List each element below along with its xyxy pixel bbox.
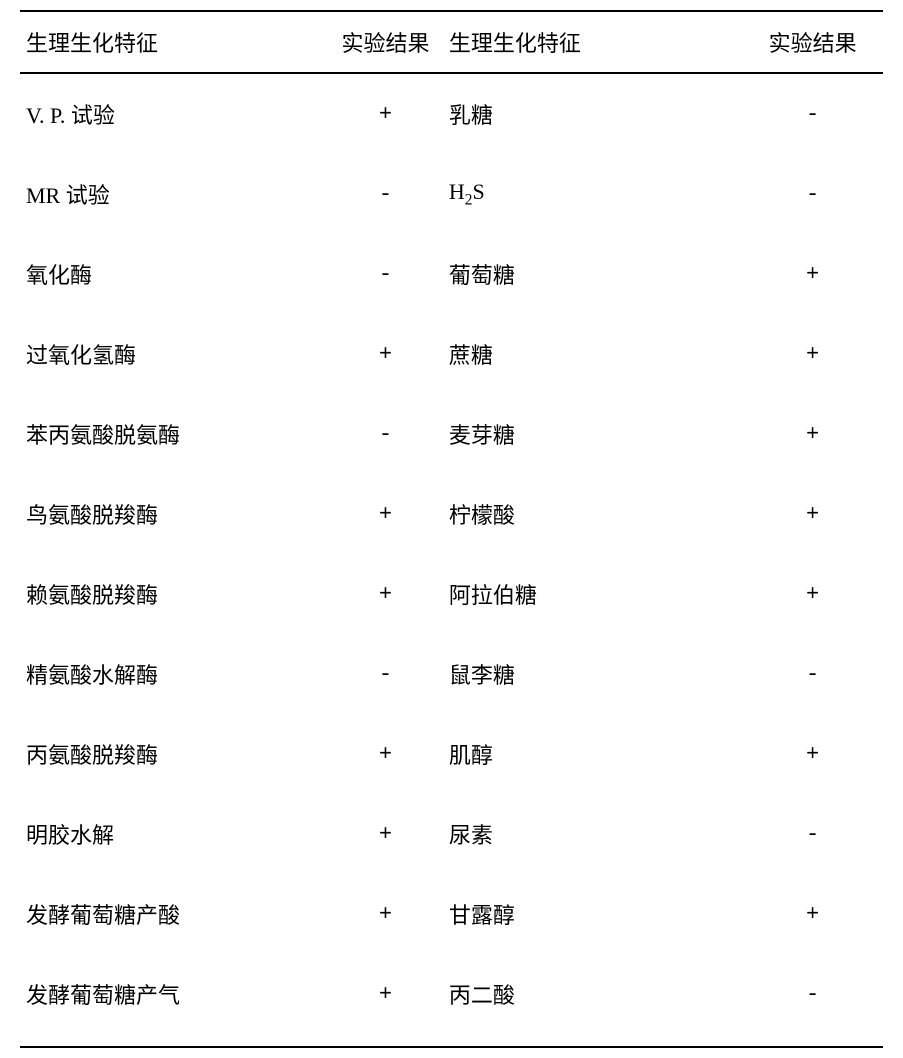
header-result-b: 实验结果 (736, 11, 883, 73)
table-row: 精氨酸水解酶-鼠李糖- (20, 634, 883, 714)
result-b-cell: + (736, 714, 883, 794)
header-feature-b: 生理生化特征 (443, 11, 736, 73)
table-row: 氧化酶-葡萄糖+ (20, 234, 883, 314)
feature-a-cell: 苯丙氨酸脱氨酶 (20, 394, 322, 474)
feature-b-cell: 柠檬酸 (443, 474, 736, 554)
result-a-cell: - (322, 154, 443, 234)
result-b-cell: + (736, 314, 883, 394)
feature-a-cell: 精氨酸水解酶 (20, 634, 322, 714)
table-row: 发酵葡萄糖产气+丙二酸- (20, 954, 883, 1047)
feature-b-cell: 甘露醇 (443, 874, 736, 954)
result-a-cell: - (322, 394, 443, 474)
result-b-cell: + (736, 474, 883, 554)
table-row: 发酵葡萄糖产酸+甘露醇+ (20, 874, 883, 954)
table-header-row: 生理生化特征 实验结果 生理生化特征 实验结果 (20, 11, 883, 73)
result-b-cell: - (736, 634, 883, 714)
feature-b-cell: 丙二酸 (443, 954, 736, 1047)
result-b-cell: + (736, 554, 883, 634)
result-b-cell: - (736, 154, 883, 234)
result-a-cell: + (322, 794, 443, 874)
feature-b-cell: 乳糖 (443, 73, 736, 154)
table-row: 丙氨酸脱羧酶+肌醇+ (20, 714, 883, 794)
feature-a-cell: 鸟氨酸脱羧酶 (20, 474, 322, 554)
table-row: V. P. 试验+乳糖- (20, 73, 883, 154)
feature-b-cell: 尿素 (443, 794, 736, 874)
feature-b-cell: 鼠李糖 (443, 634, 736, 714)
result-a-cell: + (322, 314, 443, 394)
feature-a-cell: 氧化酶 (20, 234, 322, 314)
feature-a-cell: 赖氨酸脱羧酶 (20, 554, 322, 634)
result-b-cell: + (736, 394, 883, 474)
result-a-cell: + (322, 954, 443, 1047)
result-a-cell: + (322, 874, 443, 954)
result-a-cell: + (322, 474, 443, 554)
table-row: MR 试验-H2S- (20, 154, 883, 234)
feature-a-cell: 丙氨酸脱羧酶 (20, 714, 322, 794)
feature-a-cell: 过氧化氢酶 (20, 314, 322, 394)
table-row: 赖氨酸脱羧酶+阿拉伯糖+ (20, 554, 883, 634)
feature-b-cell: 蔗糖 (443, 314, 736, 394)
feature-a-cell: 发酵葡萄糖产气 (20, 954, 322, 1047)
feature-b-cell: 肌醇 (443, 714, 736, 794)
table-body: V. P. 试验+乳糖-MR 试验-H2S-氧化酶-葡萄糖+过氧化氢酶+蔗糖+苯… (20, 73, 883, 1047)
feature-b-cell: 葡萄糖 (443, 234, 736, 314)
table-row: 明胶水解+尿素- (20, 794, 883, 874)
result-b-cell: - (736, 954, 883, 1047)
result-a-cell: - (322, 634, 443, 714)
result-b-cell: + (736, 874, 883, 954)
result-a-cell: + (322, 73, 443, 154)
biochem-table: 生理生化特征 实验结果 生理生化特征 实验结果 V. P. 试验+乳糖-MR 试… (20, 10, 883, 1048)
table-row: 过氧化氢酶+蔗糖+ (20, 314, 883, 394)
feature-b-cell: 阿拉伯糖 (443, 554, 736, 634)
feature-a-cell: MR 试验 (20, 154, 322, 234)
feature-a-cell: 明胶水解 (20, 794, 322, 874)
table-row: 苯丙氨酸脱氨酶-麦芽糖+ (20, 394, 883, 474)
result-b-cell: + (736, 234, 883, 314)
feature-b-cell: H2S (443, 154, 736, 234)
result-a-cell: + (322, 554, 443, 634)
feature-a-cell: V. P. 试验 (20, 73, 322, 154)
result-b-cell: - (736, 73, 883, 154)
header-feature-a: 生理生化特征 (20, 11, 322, 73)
header-result-a: 实验结果 (322, 11, 443, 73)
biochem-table-container: 生理生化特征 实验结果 生理生化特征 实验结果 V. P. 试验+乳糖-MR 试… (0, 0, 903, 1058)
result-b-cell: - (736, 794, 883, 874)
feature-a-cell: 发酵葡萄糖产酸 (20, 874, 322, 954)
result-a-cell: - (322, 234, 443, 314)
feature-b-cell: 麦芽糖 (443, 394, 736, 474)
table-row: 鸟氨酸脱羧酶+柠檬酸+ (20, 474, 883, 554)
result-a-cell: + (322, 714, 443, 794)
